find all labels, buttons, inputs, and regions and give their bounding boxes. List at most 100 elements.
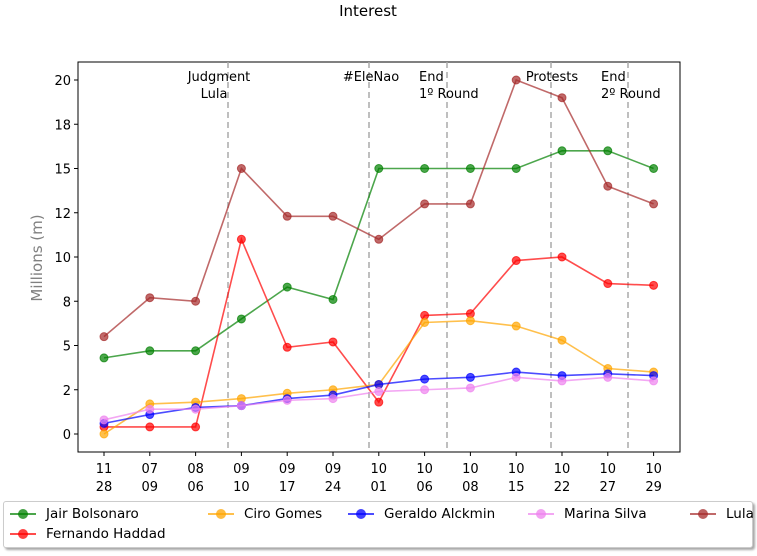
- data-point: [145, 422, 155, 432]
- event-label: Judgment: [187, 70, 251, 85]
- x-tick-label: 08: [187, 462, 204, 477]
- data-point: [236, 314, 246, 324]
- legend-swatch: [206, 504, 236, 524]
- plot-area: 0 2 5 8 10 12 15 18 20 11 28 07 09 08 06 09 10 09 17 09 24 10…: [54, 61, 681, 495]
- data-point: [511, 321, 521, 331]
- data-point: [99, 429, 109, 439]
- data-point: [557, 93, 567, 103]
- legend-item: Ciro Gomes: [206, 504, 322, 524]
- data-point: [557, 376, 567, 386]
- y-tick-label: 10: [54, 251, 71, 266]
- data-point: [557, 252, 567, 262]
- x-tick-label: 10: [508, 462, 525, 477]
- legend-swatch: [526, 504, 556, 524]
- data-point: [603, 181, 613, 191]
- data-point: [282, 342, 292, 352]
- x-tick-label: 09: [233, 462, 250, 477]
- legend: Jair Bolsonaro Ciro Gomes Geraldo Alckmin M…: [3, 501, 754, 548]
- data-point: [465, 199, 475, 209]
- chart-title: Interest: [339, 2, 397, 20]
- data-point: [191, 296, 201, 306]
- series-line: [103, 319, 654, 435]
- x-tick-label: 15: [508, 480, 525, 495]
- y-tick-label: 12: [54, 207, 71, 222]
- y-tick-label: 8: [63, 295, 71, 310]
- data-point: [511, 164, 521, 173]
- legend-label: Geraldo Alckmin: [384, 506, 496, 522]
- data-point: [191, 346, 201, 356]
- data-point: [511, 256, 521, 266]
- data-point: [328, 211, 338, 221]
- x-tick-label: 10: [233, 480, 250, 495]
- data-point: [603, 279, 613, 289]
- x-tick-label: 07: [142, 462, 159, 477]
- data-point: [236, 234, 246, 244]
- event-label: Lula: [201, 87, 228, 102]
- data-point: [236, 164, 246, 173]
- data-point: [99, 415, 109, 425]
- event-label: Protests: [526, 70, 579, 85]
- data-point: [557, 335, 567, 345]
- data-point: [649, 376, 659, 386]
- legend-label: Fernando Haddad: [46, 526, 166, 542]
- y-tick-label: 0: [63, 428, 71, 443]
- legend-item: Fernando Haddad: [8, 524, 166, 544]
- event-label: 2º Round: [601, 87, 661, 102]
- data-point: [328, 294, 338, 304]
- data-point: [374, 397, 384, 407]
- data-point: [511, 372, 521, 382]
- legend-item: Jair Bolsonaro: [8, 504, 139, 524]
- data-point: [649, 164, 659, 173]
- data-point: [145, 293, 155, 303]
- y-tick-label: 15: [54, 163, 71, 178]
- data-point: [649, 199, 659, 209]
- data-point: [191, 422, 201, 432]
- y-tick-label: 5: [63, 340, 71, 355]
- data-point: [145, 346, 155, 356]
- x-tick-label: 22: [554, 480, 571, 495]
- data-point: [374, 387, 384, 397]
- data-point: [420, 317, 430, 327]
- data-point: [328, 337, 338, 347]
- data-point: [465, 383, 475, 393]
- data-point: [420, 385, 430, 395]
- x-tick-label: 28: [96, 480, 113, 495]
- x-tick-label: 10: [645, 462, 662, 477]
- x-tick-label: 09: [325, 462, 342, 477]
- legend-label: Jair Bolsonaro: [46, 506, 139, 522]
- event-label: End: [419, 70, 444, 85]
- data-point: [603, 372, 613, 382]
- data-point: [557, 146, 567, 156]
- x-tick-label: 11: [96, 462, 113, 477]
- data-point: [649, 280, 659, 290]
- data-point: [465, 372, 475, 382]
- y-tick-label: 18: [54, 118, 71, 133]
- legend-item: Geraldo Alckmin: [346, 504, 495, 524]
- legend-swatch: [688, 504, 718, 524]
- legend-swatch: [346, 504, 376, 524]
- data-point: [420, 199, 430, 209]
- x-tick-label: 10: [600, 462, 617, 477]
- event-label: #EleNao: [343, 70, 399, 85]
- x-tick-label: 06: [416, 480, 433, 495]
- series-line: [103, 150, 654, 359]
- data-point: [374, 164, 384, 173]
- x-tick-label: 27: [600, 480, 617, 495]
- y-tick-label: 2: [63, 384, 71, 399]
- data-point: [465, 164, 475, 173]
- data-point: [328, 394, 338, 404]
- x-tick-label: 10: [554, 462, 571, 477]
- x-tick-label: 29: [645, 480, 662, 495]
- data-point: [191, 404, 201, 414]
- legend-item: Marina Silva: [526, 504, 647, 524]
- x-tick-label: 17: [279, 480, 296, 495]
- data-point: [99, 332, 109, 342]
- x-tick-label: 24: [325, 480, 342, 495]
- data-point: [603, 146, 613, 156]
- legend-item: Lula: [688, 504, 754, 524]
- event-label: End: [601, 70, 626, 85]
- legend-label: Lula: [726, 506, 754, 522]
- data-point: [282, 282, 292, 292]
- series-line: [103, 78, 654, 338]
